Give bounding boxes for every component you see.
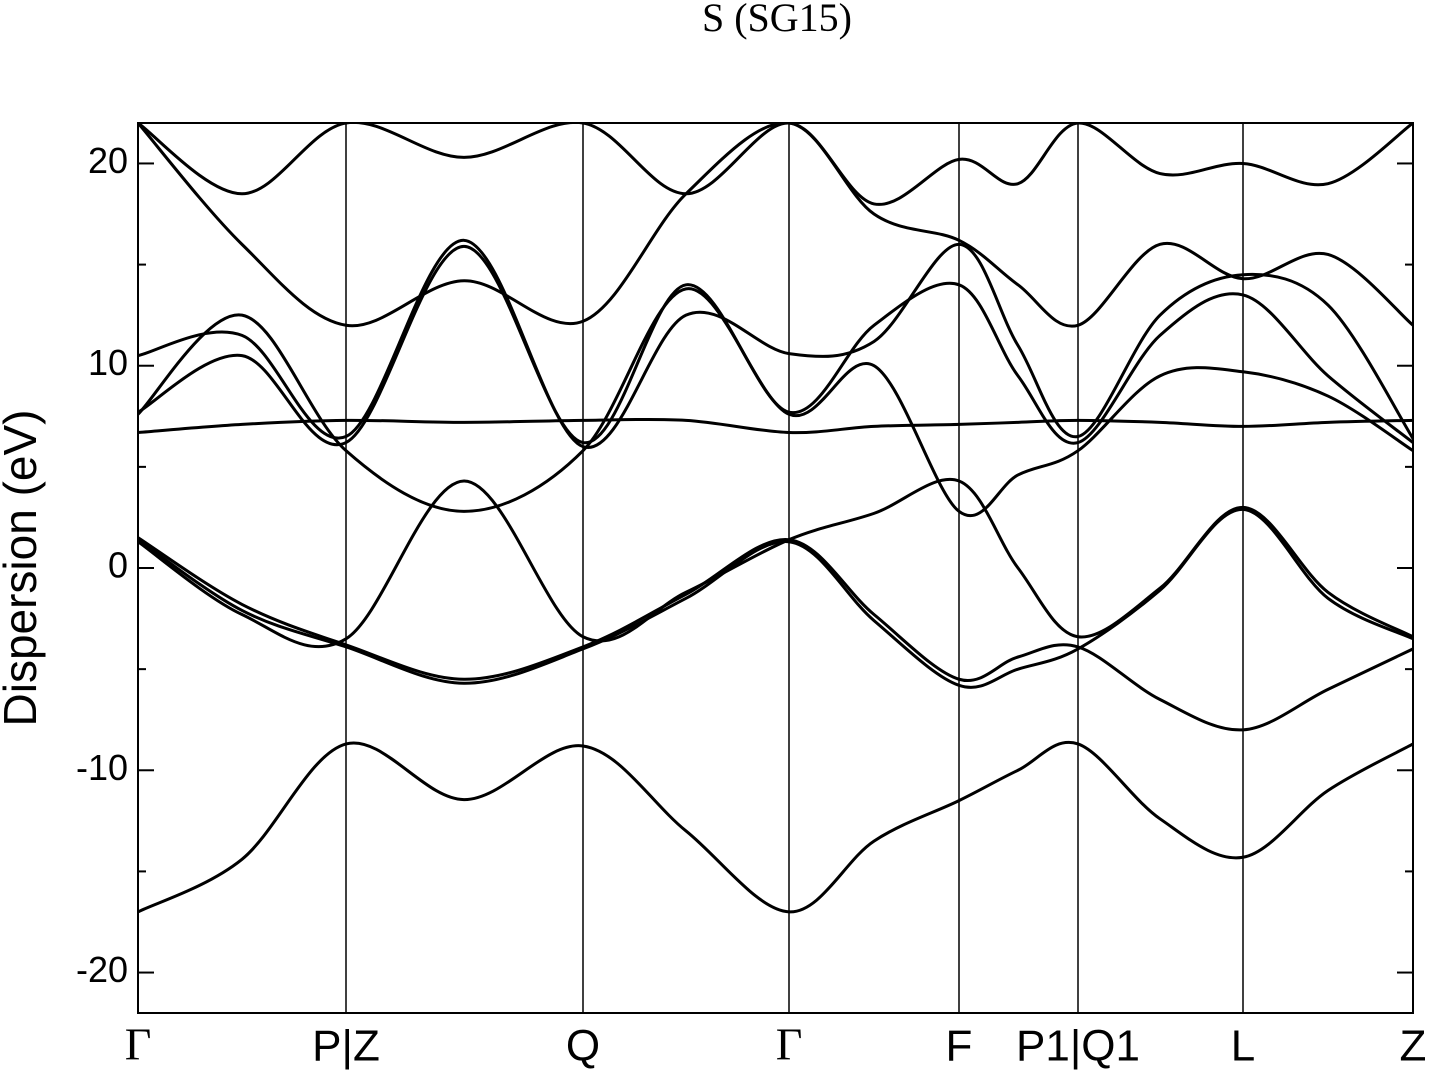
x-tick-label: P|Z [312,1022,380,1071]
x-tick-label: P1|Q1 [1016,1022,1140,1071]
band-line [138,478,1413,649]
y-tick-label: 10 [88,342,128,383]
x-tick-label: Γ [125,1019,152,1070]
x-tick-label: Z [1400,1022,1427,1071]
band-line [138,123,1413,206]
y-tick-label: -20 [76,949,128,990]
bands [138,123,1413,914]
band-line [138,740,1413,914]
band-line [138,244,1413,447]
y-tick-label: 0 [108,545,128,586]
y-tick-label: -10 [76,747,128,788]
plot-frame [137,122,1414,1014]
chart-title: S (SG15) [702,0,852,40]
x-tick-label: Q [566,1022,600,1071]
y-tick-label: 20 [88,140,128,181]
x-tick-label: Γ [776,1019,803,1070]
x-tick-label: L [1231,1022,1255,1071]
band-line [138,287,1413,518]
y-axis-label: Dispersion (eV) [0,410,46,727]
x-tick-label: F [946,1022,973,1071]
band-line [138,417,1413,435]
band-line [138,238,1413,449]
band-line [138,536,1413,732]
